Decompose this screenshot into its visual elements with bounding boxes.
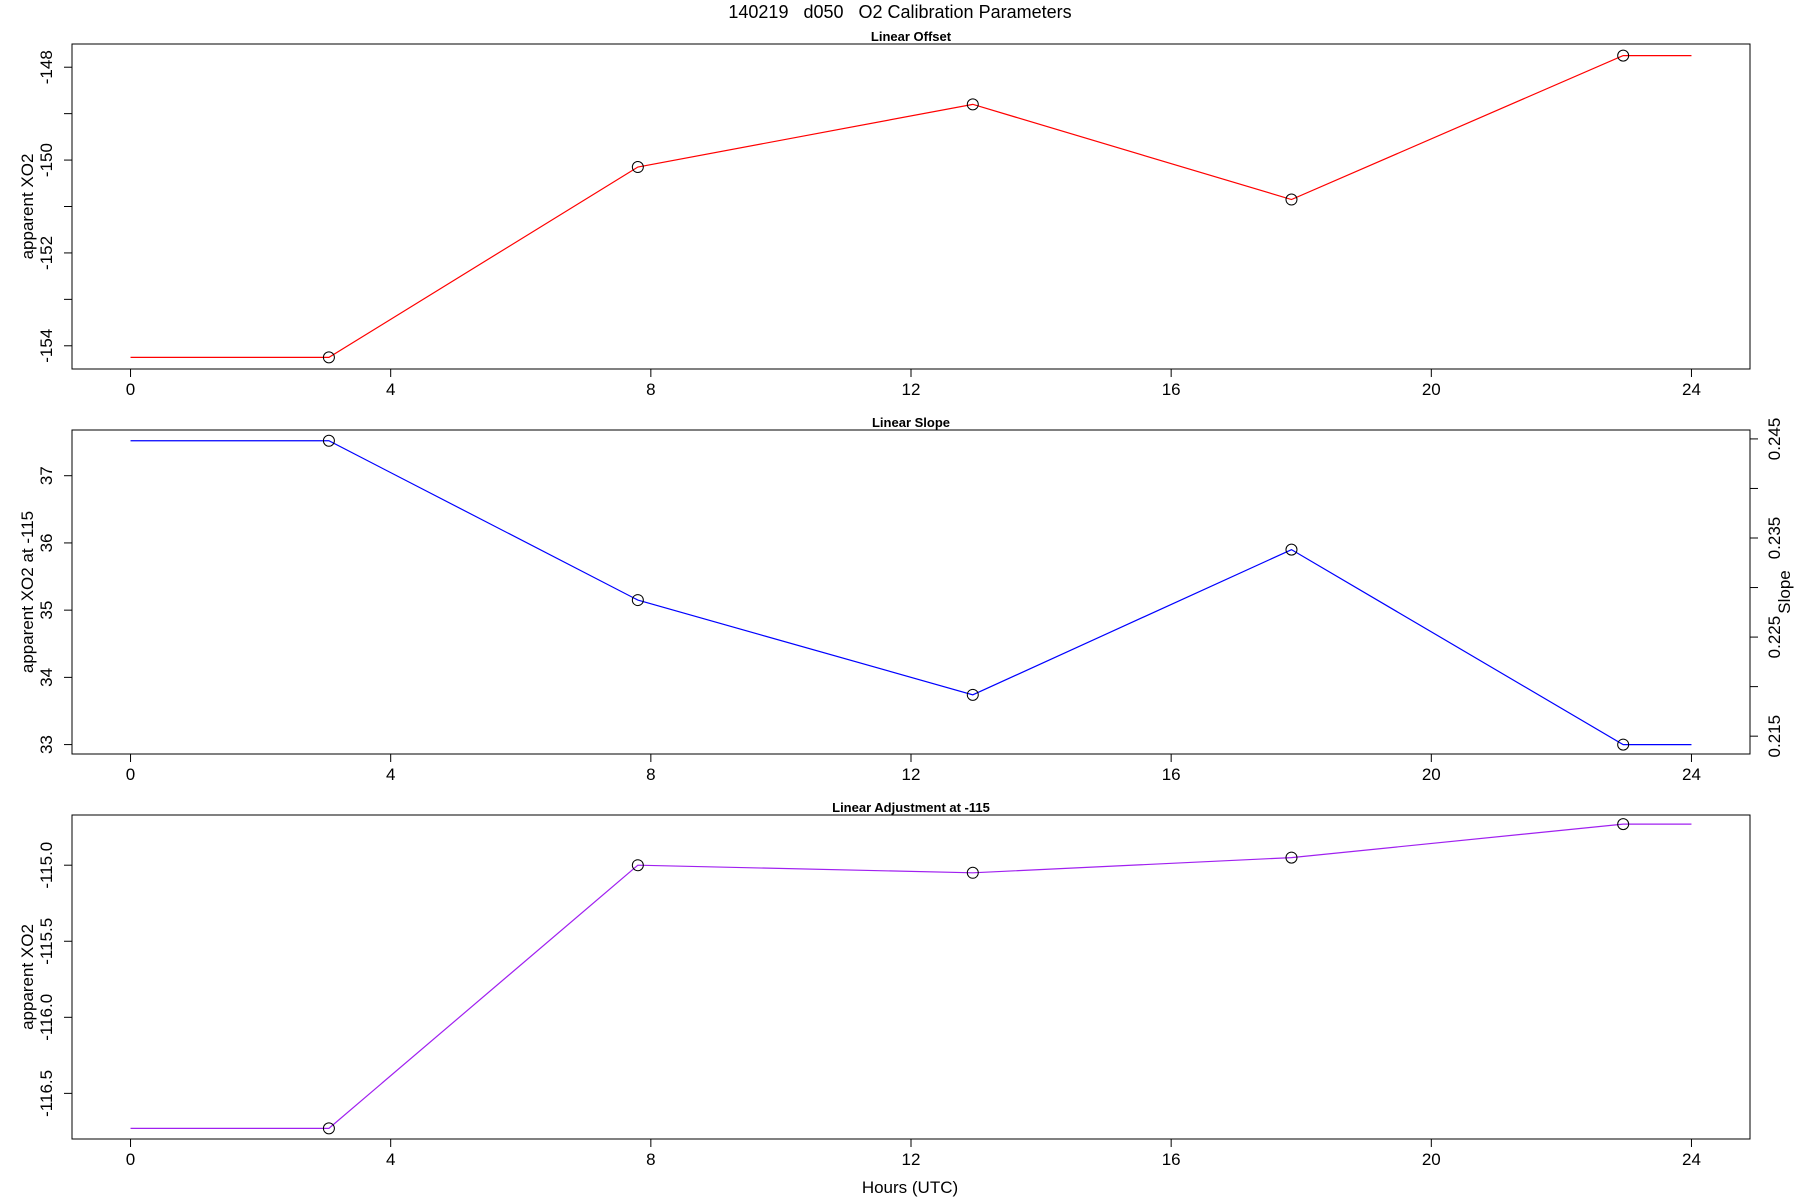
x-tick-label: 0	[126, 1150, 135, 1169]
series-line	[130, 823, 1692, 1129]
panel-title: Linear Slope	[872, 415, 950, 430]
panel-title: Linear Offset	[871, 29, 952, 44]
data-point	[1285, 851, 1298, 864]
data-point	[966, 98, 979, 111]
x-tick-label: 24	[1682, 1150, 1701, 1169]
y-right-tick-label: 0.235	[1765, 517, 1784, 560]
y-tick-label: -150	[37, 143, 56, 177]
data-point	[322, 1122, 335, 1135]
y-tick-label: -116.5	[37, 1070, 56, 1117]
x-tick-label: 0	[126, 765, 135, 784]
data-point	[966, 866, 979, 879]
y-tick-label: -154	[37, 329, 56, 363]
x-tick-label: 16	[1162, 765, 1181, 784]
x-tick-label: 4	[386, 1150, 395, 1169]
x-tick-label: 8	[646, 380, 655, 399]
y-tick-label: 33	[37, 735, 56, 754]
x-tick-label: 8	[646, 1150, 655, 1169]
x-tick-label: 20	[1422, 380, 1441, 399]
x-tick-label: 20	[1422, 1150, 1441, 1169]
data-point	[631, 161, 644, 174]
x-tick-label: 12	[902, 380, 921, 399]
x-axis-label: Hours (UTC)	[862, 1178, 958, 1197]
y-axis-label: apparent XO2	[18, 154, 37, 260]
plot-frame	[71, 429, 1751, 755]
y-tick-label: 34	[37, 668, 56, 687]
data-point	[1285, 193, 1298, 206]
y-tick-label: 37	[37, 466, 56, 485]
x-tick-label: 0	[126, 380, 135, 399]
plot-frame	[71, 814, 1751, 1140]
series-line	[130, 55, 1692, 358]
x-tick-label: 4	[386, 765, 395, 784]
data-point	[966, 688, 979, 701]
y-right-tick-label: 0.225	[1765, 616, 1784, 659]
x-tick-label: 16	[1162, 380, 1181, 399]
x-tick-label: 16	[1162, 1150, 1181, 1169]
data-point	[1617, 818, 1630, 831]
panel-title: Linear Adjustment at -115	[832, 800, 990, 815]
x-tick-label: 20	[1422, 765, 1441, 784]
y-tick-label: 35	[37, 601, 56, 620]
x-tick-label: 24	[1682, 380, 1701, 399]
data-point	[1617, 49, 1630, 62]
series-line	[130, 440, 1692, 746]
y-tick-label: -115.0	[37, 842, 56, 889]
linear-offset-panel: Linear Offset 0 4 8 12 16 20 24 -154 -152 -150 -148…	[18, 29, 1751, 399]
x-tick-label: 12	[902, 1150, 921, 1169]
plot-frame	[71, 43, 1751, 370]
data-point	[1617, 738, 1630, 751]
figure-title: 140219 d050 O2 Calibration Parameters	[728, 2, 1071, 22]
y-axis-label: apparent XO2	[18, 924, 37, 1030]
y-right-tick-label: 0.245	[1765, 418, 1784, 461]
y-tick-label: 36	[37, 533, 56, 552]
x-tick-label: 24	[1682, 765, 1701, 784]
y-tick-label: -148	[37, 50, 56, 84]
linear-slope-panel: Linear Slope 0 4 8 12 16 20 24 33 34 35 36 37 apparen…	[18, 415, 1794, 784]
y-right-axis-label: Slope	[1775, 570, 1794, 613]
x-tick-label: 4	[386, 380, 395, 399]
y-axis-label: apparent XO2 at -115	[18, 511, 37, 673]
y-tick-label: -115.5	[37, 918, 56, 965]
data-point	[1285, 543, 1298, 556]
data-point	[631, 859, 644, 872]
data-point	[631, 594, 644, 607]
x-tick-label: 8	[646, 765, 655, 784]
y-right-tick-label: 0.215	[1765, 715, 1784, 758]
linear-adjustment-panel: Linear Adjustment at -115 0 4 8 12 16 20 24 -116…	[18, 800, 1751, 1169]
data-point	[322, 434, 335, 447]
y-tick-label: -152	[37, 236, 56, 270]
y-tick-label: -116.0	[37, 994, 56, 1041]
data-point	[322, 351, 335, 364]
x-tick-label: 12	[902, 765, 921, 784]
